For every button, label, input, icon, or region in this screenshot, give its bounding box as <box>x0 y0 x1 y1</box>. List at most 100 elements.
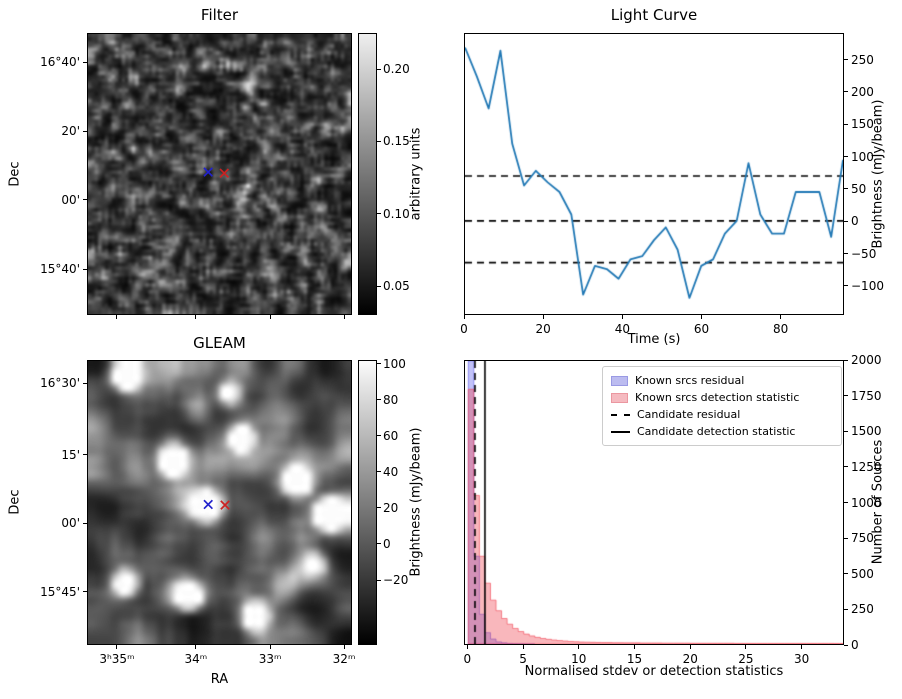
histogram-xtick-2: 10 <box>571 652 587 666</box>
histogram-ytick-1: 250 <box>851 602 874 617</box>
gleam-colorbar-tick-mark-3 <box>377 471 381 473</box>
filter-colorbar-tick-mark-1 <box>377 140 381 142</box>
gleam-colorbar-tick-3: 40 <box>383 464 399 479</box>
gleam-ytick-1: 15' <box>61 447 80 462</box>
histogram-xtick-0: 0 <box>463 652 472 666</box>
gleam-xtick-mark-0 <box>116 645 118 649</box>
histogram-ytick-6: 1500 <box>851 424 882 439</box>
gleam-xtick-mark-2 <box>269 645 271 649</box>
histogram-xtick-5: 25 <box>738 652 754 666</box>
gleam-ytick-mark-3 <box>83 591 87 593</box>
lightcurve-x-axis-label: Time (s) <box>627 332 681 347</box>
legend-label-1: Known srcs detection statistic <box>635 391 800 404</box>
gleam-image-plot <box>87 360 352 645</box>
filter-xtick-mark-3 <box>343 315 345 319</box>
histogram-ytick-mark-0 <box>844 644 848 646</box>
lightcurve-ytick-3: 100 <box>851 149 874 164</box>
gleam-xtick-mark-1 <box>195 645 197 649</box>
gleam-title: GLEAM <box>193 334 246 352</box>
gleam-colorbar-label: Brightness (mJy/beam) <box>408 427 424 577</box>
lightcurve-ytick-mark-6 <box>844 253 848 255</box>
gleam-colorbar-tick-1: 80 <box>383 392 399 407</box>
gleam-xtick-3: 32ᵐ <box>332 652 356 666</box>
lightcurve-ytick-mark-7 <box>844 285 848 287</box>
filter-title: Filter <box>200 6 239 24</box>
histogram-xtick-mark-3 <box>633 645 635 649</box>
lightcurve-ytick-mark-4 <box>844 188 848 190</box>
histogram-ytick-2: 500 <box>851 566 874 581</box>
filter-xtick-mark-0 <box>116 315 118 319</box>
lightcurve-xtick-mark-4 <box>780 315 782 319</box>
gleam-colorbar-tick-mark-5 <box>377 543 381 545</box>
gleam-ytick-mark-0 <box>83 382 87 384</box>
filter-colorbar-tick-mark-2 <box>377 213 381 215</box>
histogram-xtick-mark-5 <box>745 645 747 649</box>
filter-colorbar <box>358 33 377 315</box>
histogram-ytick-mark-5 <box>844 466 848 468</box>
filter-ytick-mark-0 <box>83 61 87 63</box>
lightcurve-ytick-mark-3 <box>844 156 848 158</box>
lightcurve-ytick-0: 250 <box>851 52 874 67</box>
gleam-ytick-2: 00' <box>61 516 80 531</box>
legend-label-0: Known srcs residual <box>635 374 745 387</box>
histogram-ytick-mark-4 <box>844 502 848 503</box>
histogram-ytick-7: 1750 <box>851 388 882 403</box>
gleam-xtick-mark-3 <box>343 645 345 649</box>
histogram-x-axis-label: Normalised stdev or detection statistics <box>524 664 784 679</box>
histogram-ytick-mark-1 <box>844 608 848 610</box>
gleam-ytick-mark-1 <box>83 454 87 456</box>
histogram-ytick-mark-2 <box>844 573 848 575</box>
histogram-ytick-0: 0 <box>851 638 859 652</box>
legend-solid-line-swatch <box>611 430 630 433</box>
legend-patch-swatch <box>611 375 628 386</box>
histogram-xtick-mark-2 <box>578 645 580 649</box>
legend-item-3: Candidate detection statistic <box>611 423 833 440</box>
histogram-ytick-mark-3 <box>844 537 848 539</box>
histogram-ytick-mark-8 <box>844 359 848 361</box>
histogram-xtick-4: 20 <box>682 652 698 666</box>
lightcurve-xtick-mark-1 <box>542 315 544 319</box>
filter-ytick-mark-1 <box>83 130 87 132</box>
gleam-colorbar-tick-mark-4 <box>377 507 381 509</box>
gleam-ytick-mark-2 <box>83 522 87 524</box>
filter-colorbar-tick-1: 0.15 <box>383 134 410 149</box>
gleam-colorbar-tick-5: 0 <box>383 536 391 551</box>
histogram-ytick-mark-7 <box>844 395 848 397</box>
filter-image-plot <box>87 33 352 315</box>
filter-colorbar-tick-3: 0.05 <box>383 279 410 294</box>
lightcurve-ytick-6: −50 <box>851 246 877 261</box>
filter-colorbar-tick-mark-3 <box>377 285 381 287</box>
histogram-xtick-1: 5 <box>519 652 527 666</box>
lightcurve-xtick-4: 80 <box>773 322 789 336</box>
lightcurve-ytick-mark-0 <box>844 59 848 61</box>
lightcurve-title: Light Curve <box>610 6 698 24</box>
lightcurve-ytick-mark-1 <box>844 91 848 93</box>
gleam-x-axis-label: RA <box>210 672 229 687</box>
histogram-xtick-mark-4 <box>689 645 691 649</box>
lightcurve-ytick-mark-2 <box>844 123 848 125</box>
gleam-colorbar-tick-mark-0 <box>377 363 381 365</box>
lightcurve-ytick-5: 0 <box>851 214 859 229</box>
lightcurve-ytick-7: −100 <box>851 278 884 293</box>
lightcurve-xtick-2: 40 <box>614 322 630 336</box>
gleam-y-axis-label: Dec <box>7 489 23 515</box>
filter-ytick-mark-3 <box>83 268 87 270</box>
gleam-xtick-0: 3ʰ35ᵐ <box>99 652 135 666</box>
lightcurve-xtick-mark-3 <box>701 315 702 319</box>
gleam-colorbar-tick-2: 60 <box>383 428 399 443</box>
gleam-image-canvas <box>88 361 351 644</box>
histogram-ytick-mark-6 <box>844 430 848 432</box>
gleam-ytick-3: 15°45' <box>40 584 80 599</box>
lightcurve-xtick-mark-0 <box>463 315 465 319</box>
gleam-colorbar-tick-mark-6 <box>377 579 381 581</box>
lightcurve-xtick-mark-2 <box>621 315 623 319</box>
histogram-xtick-3: 15 <box>626 652 643 666</box>
filter-y-axis-label: Dec <box>7 161 23 187</box>
gleam-colorbar <box>358 360 377 645</box>
legend-item-2: Candidate residual <box>611 406 833 423</box>
lightcurve-xtick-0: 0 <box>460 322 468 336</box>
lightcurve-ytick-2: 150 <box>851 117 874 132</box>
gleam-xtick-1: 34ᵐ <box>184 652 208 666</box>
histogram-xtick-6: 30 <box>794 652 810 666</box>
